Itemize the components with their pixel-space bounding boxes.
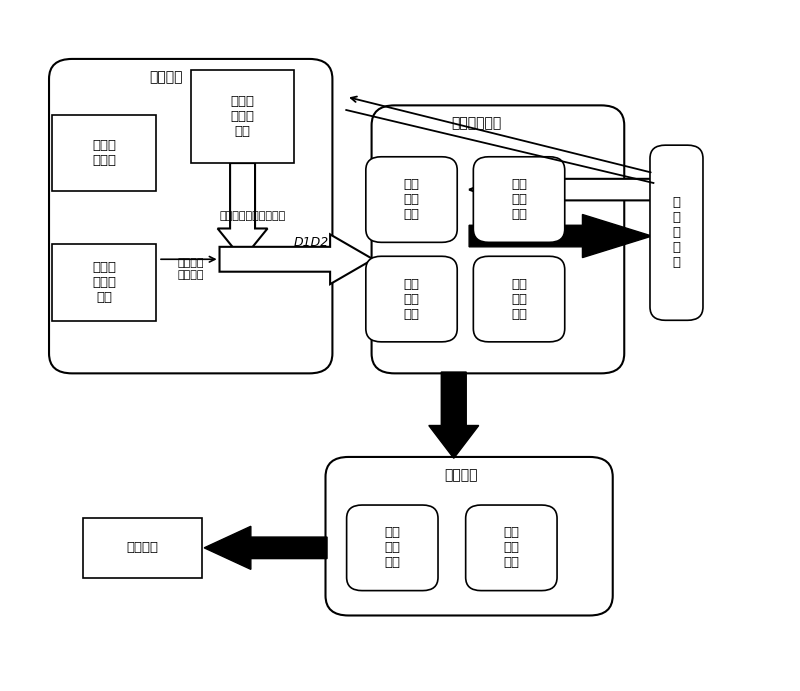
FancyBboxPatch shape (366, 157, 458, 243)
Bar (190, 70, 294, 163)
Text: 用量
计算
单元: 用量 计算 单元 (511, 278, 527, 321)
FancyBboxPatch shape (371, 105, 624, 373)
Polygon shape (204, 527, 327, 569)
FancyBboxPatch shape (346, 505, 438, 591)
FancyBboxPatch shape (650, 145, 703, 321)
Polygon shape (469, 168, 652, 211)
Text: 输出模块: 输出模块 (445, 468, 478, 482)
FancyBboxPatch shape (49, 59, 333, 373)
Text: 显示模块: 显示模块 (126, 541, 158, 554)
FancyBboxPatch shape (466, 505, 557, 591)
Text: 数据处理模块: 数据处理模块 (452, 116, 502, 131)
Text: 病人当日七点血糖数据: 病人当日七点血糖数据 (219, 211, 286, 221)
FancyBboxPatch shape (474, 256, 565, 342)
Polygon shape (469, 214, 652, 258)
FancyBboxPatch shape (366, 256, 458, 342)
Polygon shape (219, 234, 373, 284)
Text: 曲线
拟合
单元: 曲线 拟合 单元 (511, 178, 527, 221)
Text: 方案
输出
单元: 方案 输出 单元 (503, 527, 519, 569)
Text: D1D2: D1D2 (294, 236, 330, 249)
FancyBboxPatch shape (326, 457, 613, 616)
Text: 曲线
生成
单元: 曲线 生成 单元 (403, 178, 419, 221)
Text: 曲线
输出
单元: 曲线 输出 单元 (384, 527, 400, 569)
Bar (83, 518, 202, 578)
FancyBboxPatch shape (474, 157, 565, 243)
Bar (53, 115, 156, 191)
Bar (53, 245, 156, 321)
Text: 数
据
库
模
块: 数 据 库 模 块 (673, 196, 681, 269)
Text: 菜单管
理单元: 菜单管 理单元 (92, 139, 116, 167)
Text: 动态血糖
数据导入: 动态血糖 数据导入 (178, 258, 204, 280)
Text: 手动输
入界面
单元: 手动输 入界面 单元 (230, 95, 254, 138)
Polygon shape (429, 372, 478, 458)
Text: 自动输
入界面
单元: 自动输 入界面 单元 (92, 261, 116, 304)
Text: 方案
选择
单元: 方案 选择 单元 (403, 278, 419, 321)
Polygon shape (218, 163, 267, 259)
Text: 输入模块: 输入模块 (149, 70, 182, 84)
